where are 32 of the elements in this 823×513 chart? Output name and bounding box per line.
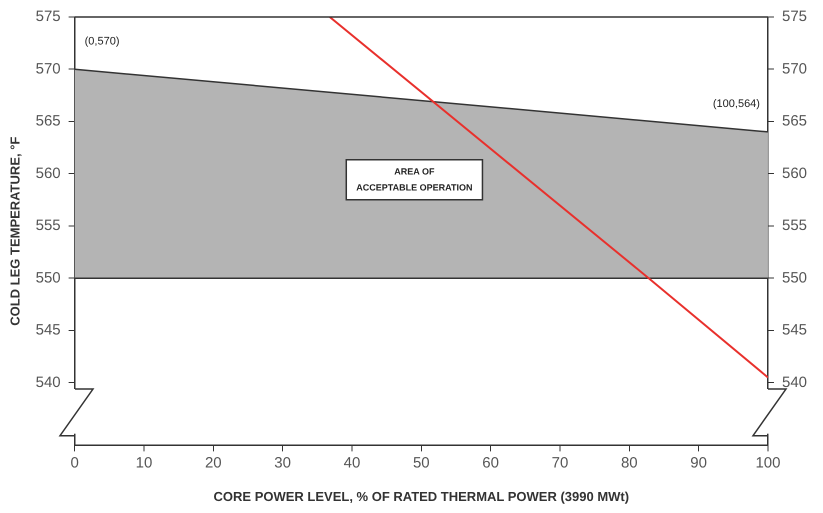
- y-tick-label: 540: [36, 374, 61, 391]
- annotation: AREA OF ACCEPTABLE OPERATION: [356, 166, 472, 192]
- y2-tick-label: 575: [782, 8, 808, 26]
- x-tick-label: 40: [344, 454, 360, 472]
- y2-tick-label: 540: [782, 374, 808, 391]
- y2-tick-label: 545: [782, 322, 808, 339]
- y2-tick-label: 565: [782, 112, 808, 130]
- y-axis-title: COLD LEG TEMPERATURE, °F: [7, 136, 22, 326]
- x-tick-label: 50: [412, 454, 430, 472]
- x-tick-label: 80: [620, 454, 638, 472]
- x-tick-label: 60: [482, 454, 499, 472]
- y-tick-label: 575: [36, 8, 61, 26]
- y-tick-label: 545: [36, 322, 61, 339]
- y-tick-label: 555: [36, 217, 61, 234]
- y-tick-label: 560: [36, 164, 61, 182]
- annotation: (0,570): [84, 35, 120, 48]
- y2-tick-label: 560: [782, 164, 808, 182]
- x-tick-label: 30: [274, 454, 291, 472]
- y2-tick-label: 550: [782, 269, 808, 286]
- x-tick-label: 20: [204, 454, 222, 472]
- y-tick-label: 550: [36, 269, 61, 286]
- x-tick-label: 10: [136, 454, 152, 472]
- y2-tick-label: 570: [782, 60, 808, 78]
- x-tick-label: 0: [70, 454, 79, 472]
- x-tick-label: 70: [552, 454, 568, 472]
- y-tick-label: 570: [36, 60, 61, 78]
- y2-tick-label: 555: [782, 217, 808, 234]
- x-tick-label: 100: [755, 454, 780, 472]
- y-tick-label: 565: [36, 112, 61, 130]
- annotation: (100,564): [712, 98, 760, 110]
- x-tick-label: 90: [690, 454, 707, 472]
- x-axis-title: CORE POWER LEVEL, % OF RATED THERMAL POWER (3990 MWt): [214, 488, 630, 504]
